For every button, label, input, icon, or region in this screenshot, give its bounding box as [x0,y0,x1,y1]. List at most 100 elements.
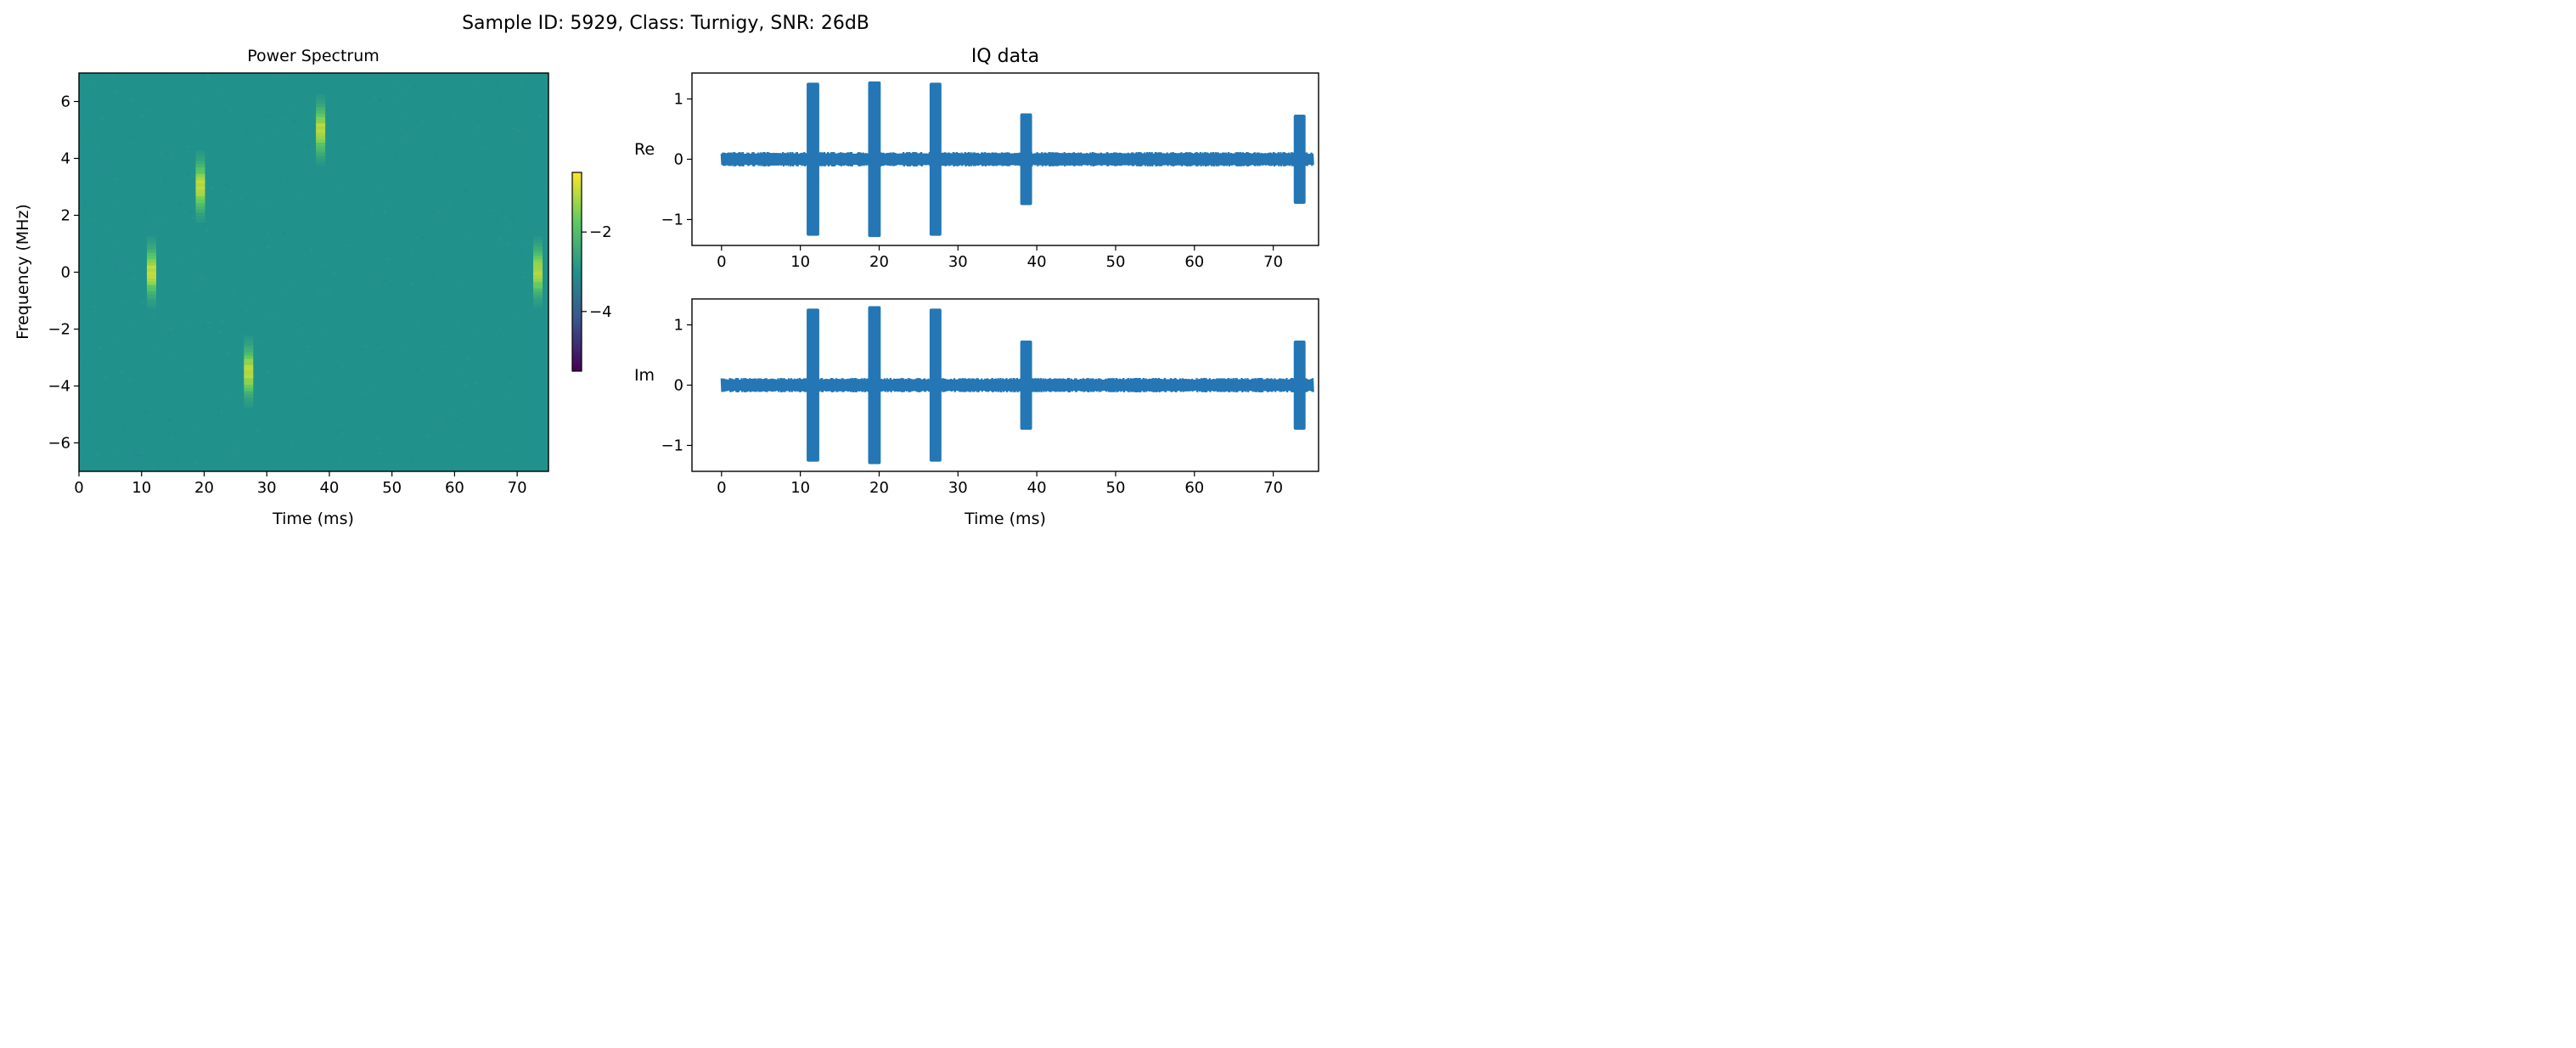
spectrum-speckle [151,317,155,319]
spectrum-speckle [104,410,107,413]
spectrum-speckle [149,129,152,132]
spectrum-speckle [323,345,326,347]
spectrum-burst [195,173,205,177]
spectrum-speckle [143,256,147,258]
spectrum-speckle [144,110,148,113]
spectrum-burst [195,177,205,181]
spectrum-burst [533,259,543,263]
spectrum-speckle [321,263,324,266]
spectrum-speckle [390,284,393,286]
spectrum-speckle [260,341,262,344]
figure: Sample ID: 5929, Class: Turnigy, SNR: 26… [0,0,1331,538]
spectrum-speckle [377,268,380,270]
spectrum-speckle [130,99,133,102]
spectrum-speckle [191,217,194,219]
spectrum-speckle [181,391,184,393]
spectrum-speckle [351,245,354,247]
spectrum-speckle [431,211,435,213]
spectrum-speckle [309,223,312,225]
spectrum-speckle [381,235,385,238]
spectrum-speckle [518,215,521,217]
spectrum-speckle [281,161,284,163]
spectrum-speckle [364,365,368,368]
spectrum-speckle [383,200,386,203]
spectrum-burst [195,151,205,155]
spectrum-speckle [416,455,419,458]
spectrum-speckle [120,298,123,301]
spectrum-speckle [501,211,504,214]
spectrum-speckle [168,332,172,335]
spectrum-burst [533,297,543,301]
spectrum-speckle [144,410,148,413]
spectrum-speckle [285,276,289,278]
spectrum-speckle [402,120,404,122]
spectrum-speckle [260,149,263,151]
spectrum-speckle [323,267,327,269]
spectrum-speckle [255,356,258,358]
spectrum-speckle [423,256,426,258]
spectrum-speckle [476,217,480,219]
spectrum-speckle [129,137,132,139]
spectrum-speckle [278,331,281,334]
spectrum-burst [195,161,205,165]
spectrum-burst [533,281,543,285]
spectrum-speckle [497,284,500,286]
spectrum-speckle [129,380,132,382]
spectrum-speckle [294,295,296,297]
spectrum-speckle [97,448,100,450]
spectrum-speckle [203,325,206,328]
spectrum-speckle [122,125,126,127]
spectrum-speckle [89,420,93,422]
spectrum-speckle [101,330,104,332]
spectrum-speckle [364,215,368,217]
spectrum-speckle [125,464,128,466]
spectrum-speckle [543,189,547,191]
spectrum-burst [316,107,326,111]
spectrum-burst [147,288,156,292]
spectrum-burst [533,243,543,247]
spectrum-speckle [283,158,286,161]
spectrum-burst [244,346,254,350]
spectrum-speckle [505,140,509,142]
spectrum-burst [316,143,326,147]
spectrum-speckle [251,297,255,300]
colorbar [571,172,582,372]
spectrum-speckle [381,350,385,352]
spectrum-burst [533,275,543,279]
spectrum-speckle [292,303,295,306]
spectrum-ytick-label: 0 [61,264,70,282]
spectrum-speckle [198,382,201,385]
spectrum-speckle [293,121,296,123]
spectrum-speckle [205,229,209,232]
spectrum-speckle [487,296,490,299]
spectrum-speckle [315,448,318,451]
spectrum-speckle [307,358,311,361]
spectrum-speckle [226,184,229,187]
iq-imag-burst [1293,340,1306,431]
spectrum-speckle [339,428,342,430]
spectrum-background [79,73,548,471]
spectrum-speckle [241,362,245,363]
spectrum-speckle [198,101,201,104]
spectrum-speckle [534,117,537,119]
spectrum-speckle [313,448,317,450]
spectrum-speckle [401,212,404,215]
spectrum-speckle [432,352,436,354]
spectrum-speckle [361,345,364,347]
spectrum-speckle [389,273,392,276]
iq-real-ylabel: Re [634,140,655,159]
spectrum-speckle [172,394,175,397]
spectrum-speckle [405,127,408,130]
spectrum-speckle [545,80,548,82]
spectrum-speckle [417,386,420,388]
spectrum-speckle [104,324,108,327]
spectrum-speckle [378,350,381,352]
spectrum-speckle [489,210,492,212]
spectrum-burst [316,97,326,101]
spectrum-speckle [483,186,487,189]
spectrum-speckle [204,172,207,174]
spectrum-speckle [340,429,343,431]
spectrum-ytick-label: −2 [48,321,70,339]
spectrum-speckle [253,408,256,410]
spectrum-speckle [401,136,404,138]
